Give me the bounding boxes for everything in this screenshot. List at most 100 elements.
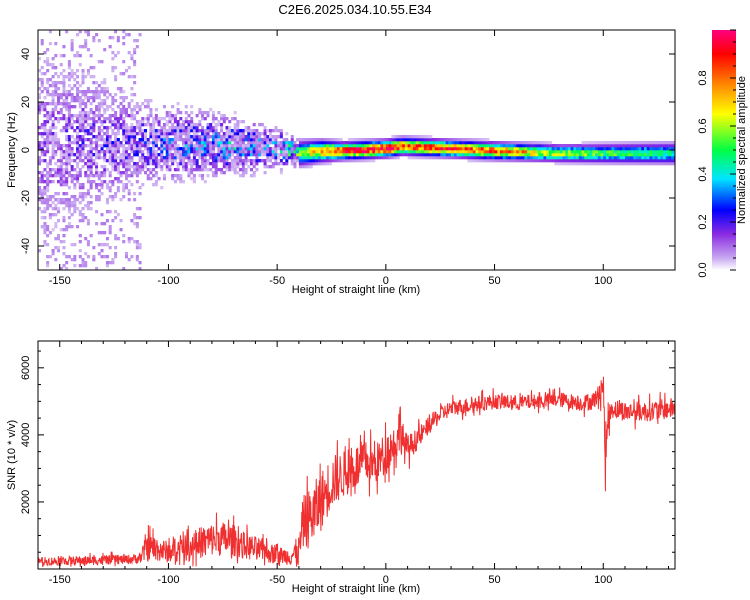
heatmap-cell: [407, 138, 411, 142]
heatmap-cell: [105, 198, 109, 202]
heatmap-cell: [217, 141, 221, 145]
heatmap-cell: [374, 138, 378, 142]
heatmap-cell: [538, 150, 542, 154]
heatmap-cell: [70, 93, 74, 97]
heatmap-cell: [282, 153, 286, 157]
heatmap-cell: [54, 144, 58, 148]
heatmap-cell: [391, 135, 395, 139]
heatmap-cell: [84, 90, 88, 94]
heatmap-cell: [342, 159, 346, 163]
heatmap-cell: [214, 153, 218, 157]
heatmap-cell: [184, 105, 188, 109]
heatmap-cell: [143, 159, 148, 163]
heatmap-cell: [67, 66, 71, 70]
heatmap-cell: [141, 162, 145, 166]
heatmap-cell: [62, 207, 66, 211]
heatmap-cell: [334, 150, 338, 154]
heatmap-cell: [86, 90, 90, 94]
heatmap-cell: [38, 102, 42, 106]
heatmap-cell: [451, 138, 455, 142]
heatmap-cell: [135, 168, 139, 172]
heatmap-cell: [95, 210, 99, 214]
heatmap-cell: [182, 153, 186, 157]
heatmap-cell: [268, 156, 273, 160]
heatmap-cell: [78, 120, 82, 124]
heatmap-cell: [364, 159, 368, 163]
heatmap-cell: [43, 174, 47, 178]
heatmap-cell: [57, 138, 61, 142]
heatmap-cell: [89, 102, 93, 106]
heatmap-cell: [228, 132, 232, 136]
heatmap-cell: [298, 144, 302, 148]
heatmap-cell: [114, 135, 118, 139]
heatmap-cell: [611, 150, 615, 154]
heatmap-cell: [163, 147, 167, 151]
heatmap-cell: [103, 90, 107, 94]
heatmap-cell: [171, 117, 175, 121]
heatmap-cell: [277, 141, 281, 145]
heatmap-cell: [187, 150, 191, 154]
heatmap-cell: [57, 159, 61, 163]
heatmap-cell: [421, 135, 425, 139]
heatmap-cell: [399, 135, 403, 139]
heatmap-cell: [211, 153, 215, 157]
heatmap-cell: [505, 147, 509, 151]
heatmap-cell: [266, 129, 270, 133]
heatmap-cell: [43, 96, 47, 100]
heatmap-cell: [225, 135, 229, 139]
heatmap-cell: [86, 33, 90, 37]
heatmap-cell: [236, 159, 240, 163]
heatmap-cell: [394, 153, 398, 157]
heatmap-cell: [78, 183, 82, 187]
heatmap-cell: [448, 144, 452, 148]
heatmap-cell: [127, 141, 131, 145]
heatmap-cell: [122, 129, 126, 133]
heatmap-cell: [225, 126, 229, 130]
heatmap-cell: [461, 138, 465, 142]
heatmap-cell: [116, 129, 120, 133]
heatmap-cell: [43, 141, 47, 145]
heatmap-cell: [103, 243, 107, 247]
heatmap-cell: [114, 195, 118, 199]
heatmap-cell: [76, 114, 80, 118]
heatmap-cell: [116, 141, 120, 145]
heatmap-cell: [103, 168, 107, 172]
heatmap-cell: [201, 174, 205, 178]
heatmap-cell: [508, 147, 512, 151]
heatmap-cell: [532, 150, 536, 154]
heatmap-cell: [247, 132, 251, 136]
heatmap-cell: [646, 159, 650, 163]
heatmap-cell: [222, 162, 226, 166]
heatmap-cell: [146, 138, 150, 142]
heatmap-cell: [157, 120, 161, 124]
heatmap-cell: [130, 255, 134, 259]
heatmap-cell: [258, 144, 262, 148]
snr-x-tick-label: -150: [49, 574, 71, 586]
heatmap-cell: [201, 150, 205, 154]
heatmap-cell: [548, 153, 552, 157]
heatmap-cell: [46, 57, 50, 61]
heatmap-cell: [304, 162, 308, 166]
heatmap-cell: [100, 231, 104, 235]
heatmap-cell: [320, 147, 324, 151]
heatmap-cell: [122, 162, 126, 166]
heatmap-cell: [86, 219, 90, 223]
heatmap-cell: [65, 228, 69, 232]
heatmap-cell: [97, 189, 101, 193]
heatmap-cell: [317, 156, 321, 160]
heatmap-cell: [48, 204, 52, 208]
heatmap-cell: [57, 198, 61, 202]
heatmap-cell: [323, 153, 327, 157]
heatmap-cell: [81, 111, 85, 115]
heatmap-cell: [76, 87, 80, 91]
heatmap-cell: [255, 162, 259, 166]
heatmap-cell: [508, 156, 512, 160]
heatmap-cell: [176, 162, 180, 166]
heatmap-cell: [184, 150, 188, 154]
heatmap-cell: [86, 114, 90, 118]
heatmap-cell: [135, 153, 139, 157]
heatmap-cell: [345, 147, 349, 151]
snr-frame: [37, 340, 676, 570]
heatmap-cell: [307, 141, 311, 145]
heatmap-cell: [399, 141, 403, 145]
